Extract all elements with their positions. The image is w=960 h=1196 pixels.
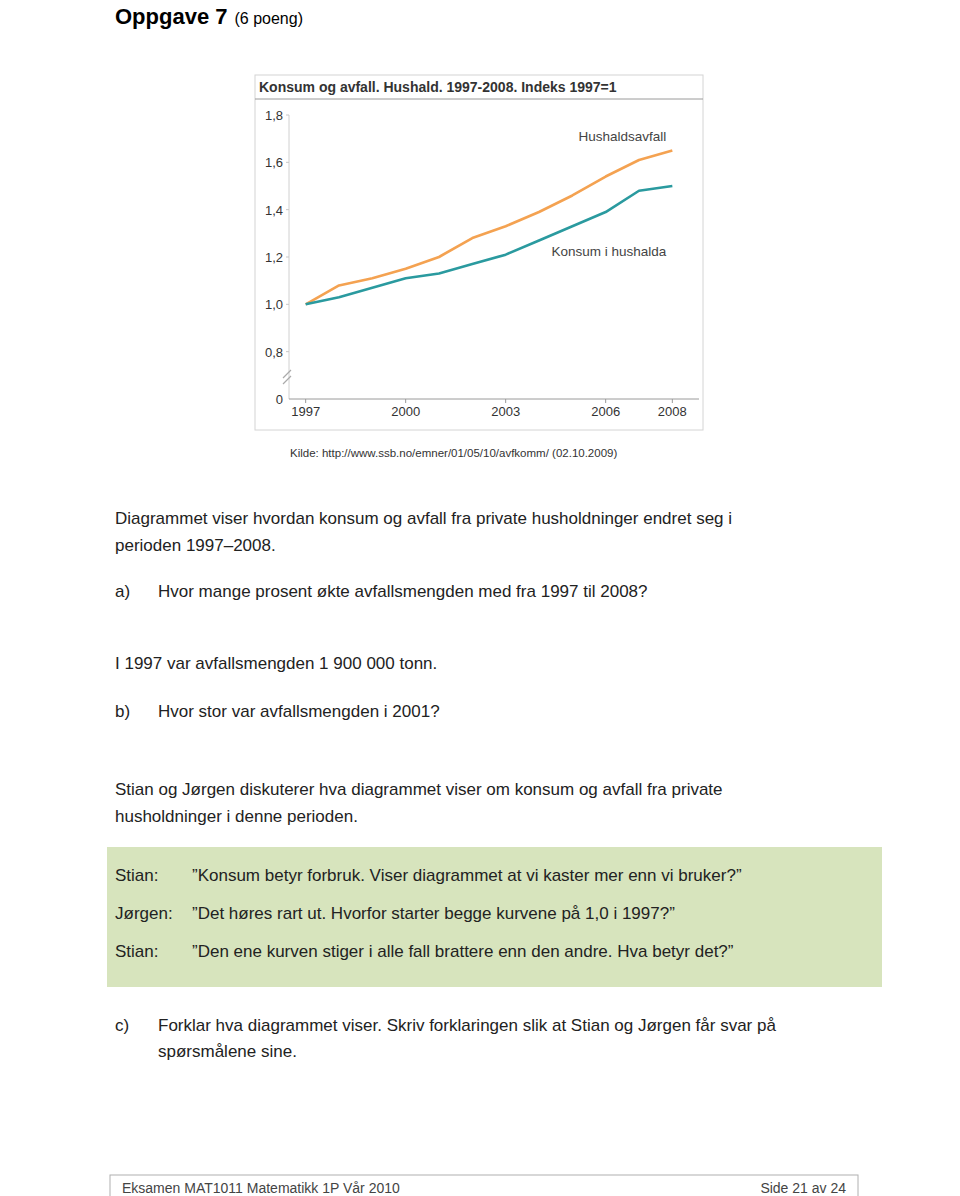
x-tick [405, 399, 406, 403]
x-axis-line [289, 399, 699, 400]
x-tick [305, 399, 306, 403]
dialogue-line: ”Konsum betyr forbruk. Viser diagrammet … [192, 866, 742, 885]
chart: Konsum og avfall. Hushald. 1997-2008. In… [255, 75, 703, 430]
task-label: c) [115, 1016, 129, 1035]
page: Oppgave 7 (6 poeng) Konsum og avfall. Hush… [0, 0, 960, 1196]
y-tick-label: 1,0 [265, 297, 283, 312]
paragraph: I 1997 var avfallsmengden 1 900 000 tonn… [115, 654, 437, 673]
speaker: Jørgen: [115, 904, 173, 923]
y-tick-label: 1,6 [265, 155, 283, 170]
x-tick-label: 2006 [591, 404, 620, 419]
x-tick-label: 1997 [291, 404, 320, 419]
footer-left: Eksamen MAT1011 Matematikk 1P Vår 2010 [122, 1180, 400, 1196]
task-text: spørsmålene sine. [158, 1042, 297, 1061]
y-tick-label: 1,2 [265, 250, 283, 265]
dialogue-line: ”Det høres rart ut. Hvorfor starter begg… [192, 904, 675, 923]
heading-points: (6 poeng) [234, 10, 303, 27]
dialogue-line: ”Den ene kurven stiger i alle fall bratt… [192, 942, 734, 961]
speaker: Stian: [115, 866, 158, 885]
title-rule [255, 99, 703, 100]
task-text: Hvor stor var avfallsmengden i 2001? [158, 702, 440, 721]
y-tick-label: 0,8 [265, 345, 283, 360]
task-text: Hvor mange prosent økte avfallsmengden m… [158, 582, 648, 601]
paragraph: perioden 1997–2008. [115, 536, 276, 555]
x-tick-label: 2003 [491, 404, 520, 419]
y-tick-label: 1,8 [265, 108, 283, 123]
paragraph: Diagrammet viser hvordan konsum og avfal… [115, 509, 732, 528]
chart-title: Konsum og avfall. Hushald. 1997-2008. In… [259, 79, 617, 95]
axis-break [283, 370, 291, 384]
task-text: Forklar hva diagrammet viser. Skriv fork… [158, 1016, 776, 1035]
series-label: Konsum i hushalda [552, 244, 667, 259]
y-tick [286, 304, 289, 305]
x-tick-label: 2000 [391, 404, 420, 419]
plot-lines [306, 151, 673, 305]
x-tick [672, 399, 673, 403]
y-tick [286, 209, 289, 210]
y-tick [286, 351, 289, 352]
y-tick [286, 257, 289, 258]
paragraph: Stian og Jørgen diskuterer hva diagramme… [115, 780, 723, 799]
dialogue-box [107, 847, 882, 987]
source: Kilde: http://www.ssb.no/emner/01/05/10/… [290, 447, 617, 459]
y-tick-label: 1,4 [265, 203, 283, 218]
axis-break-label: 0 [276, 392, 283, 407]
x-tick [505, 399, 506, 403]
x-tick [605, 399, 606, 403]
task-label: a) [115, 582, 130, 601]
footer-right: Side 21 av 24 [760, 1180, 846, 1196]
series-line [306, 186, 673, 304]
paragraph: husholdninger i denne perioden. [115, 807, 358, 826]
heading-title: Oppgave 7 [115, 4, 227, 29]
task-label: b) [115, 702, 130, 721]
footer-frame [110, 1175, 858, 1196]
series-line [306, 151, 673, 305]
speaker: Stian: [115, 942, 158, 961]
series-label: Hushaldsavfall [579, 129, 667, 144]
y-tick [286, 115, 289, 116]
x-tick-label: 2008 [658, 404, 687, 419]
chart-frame [255, 75, 703, 430]
y-tick [286, 162, 289, 163]
